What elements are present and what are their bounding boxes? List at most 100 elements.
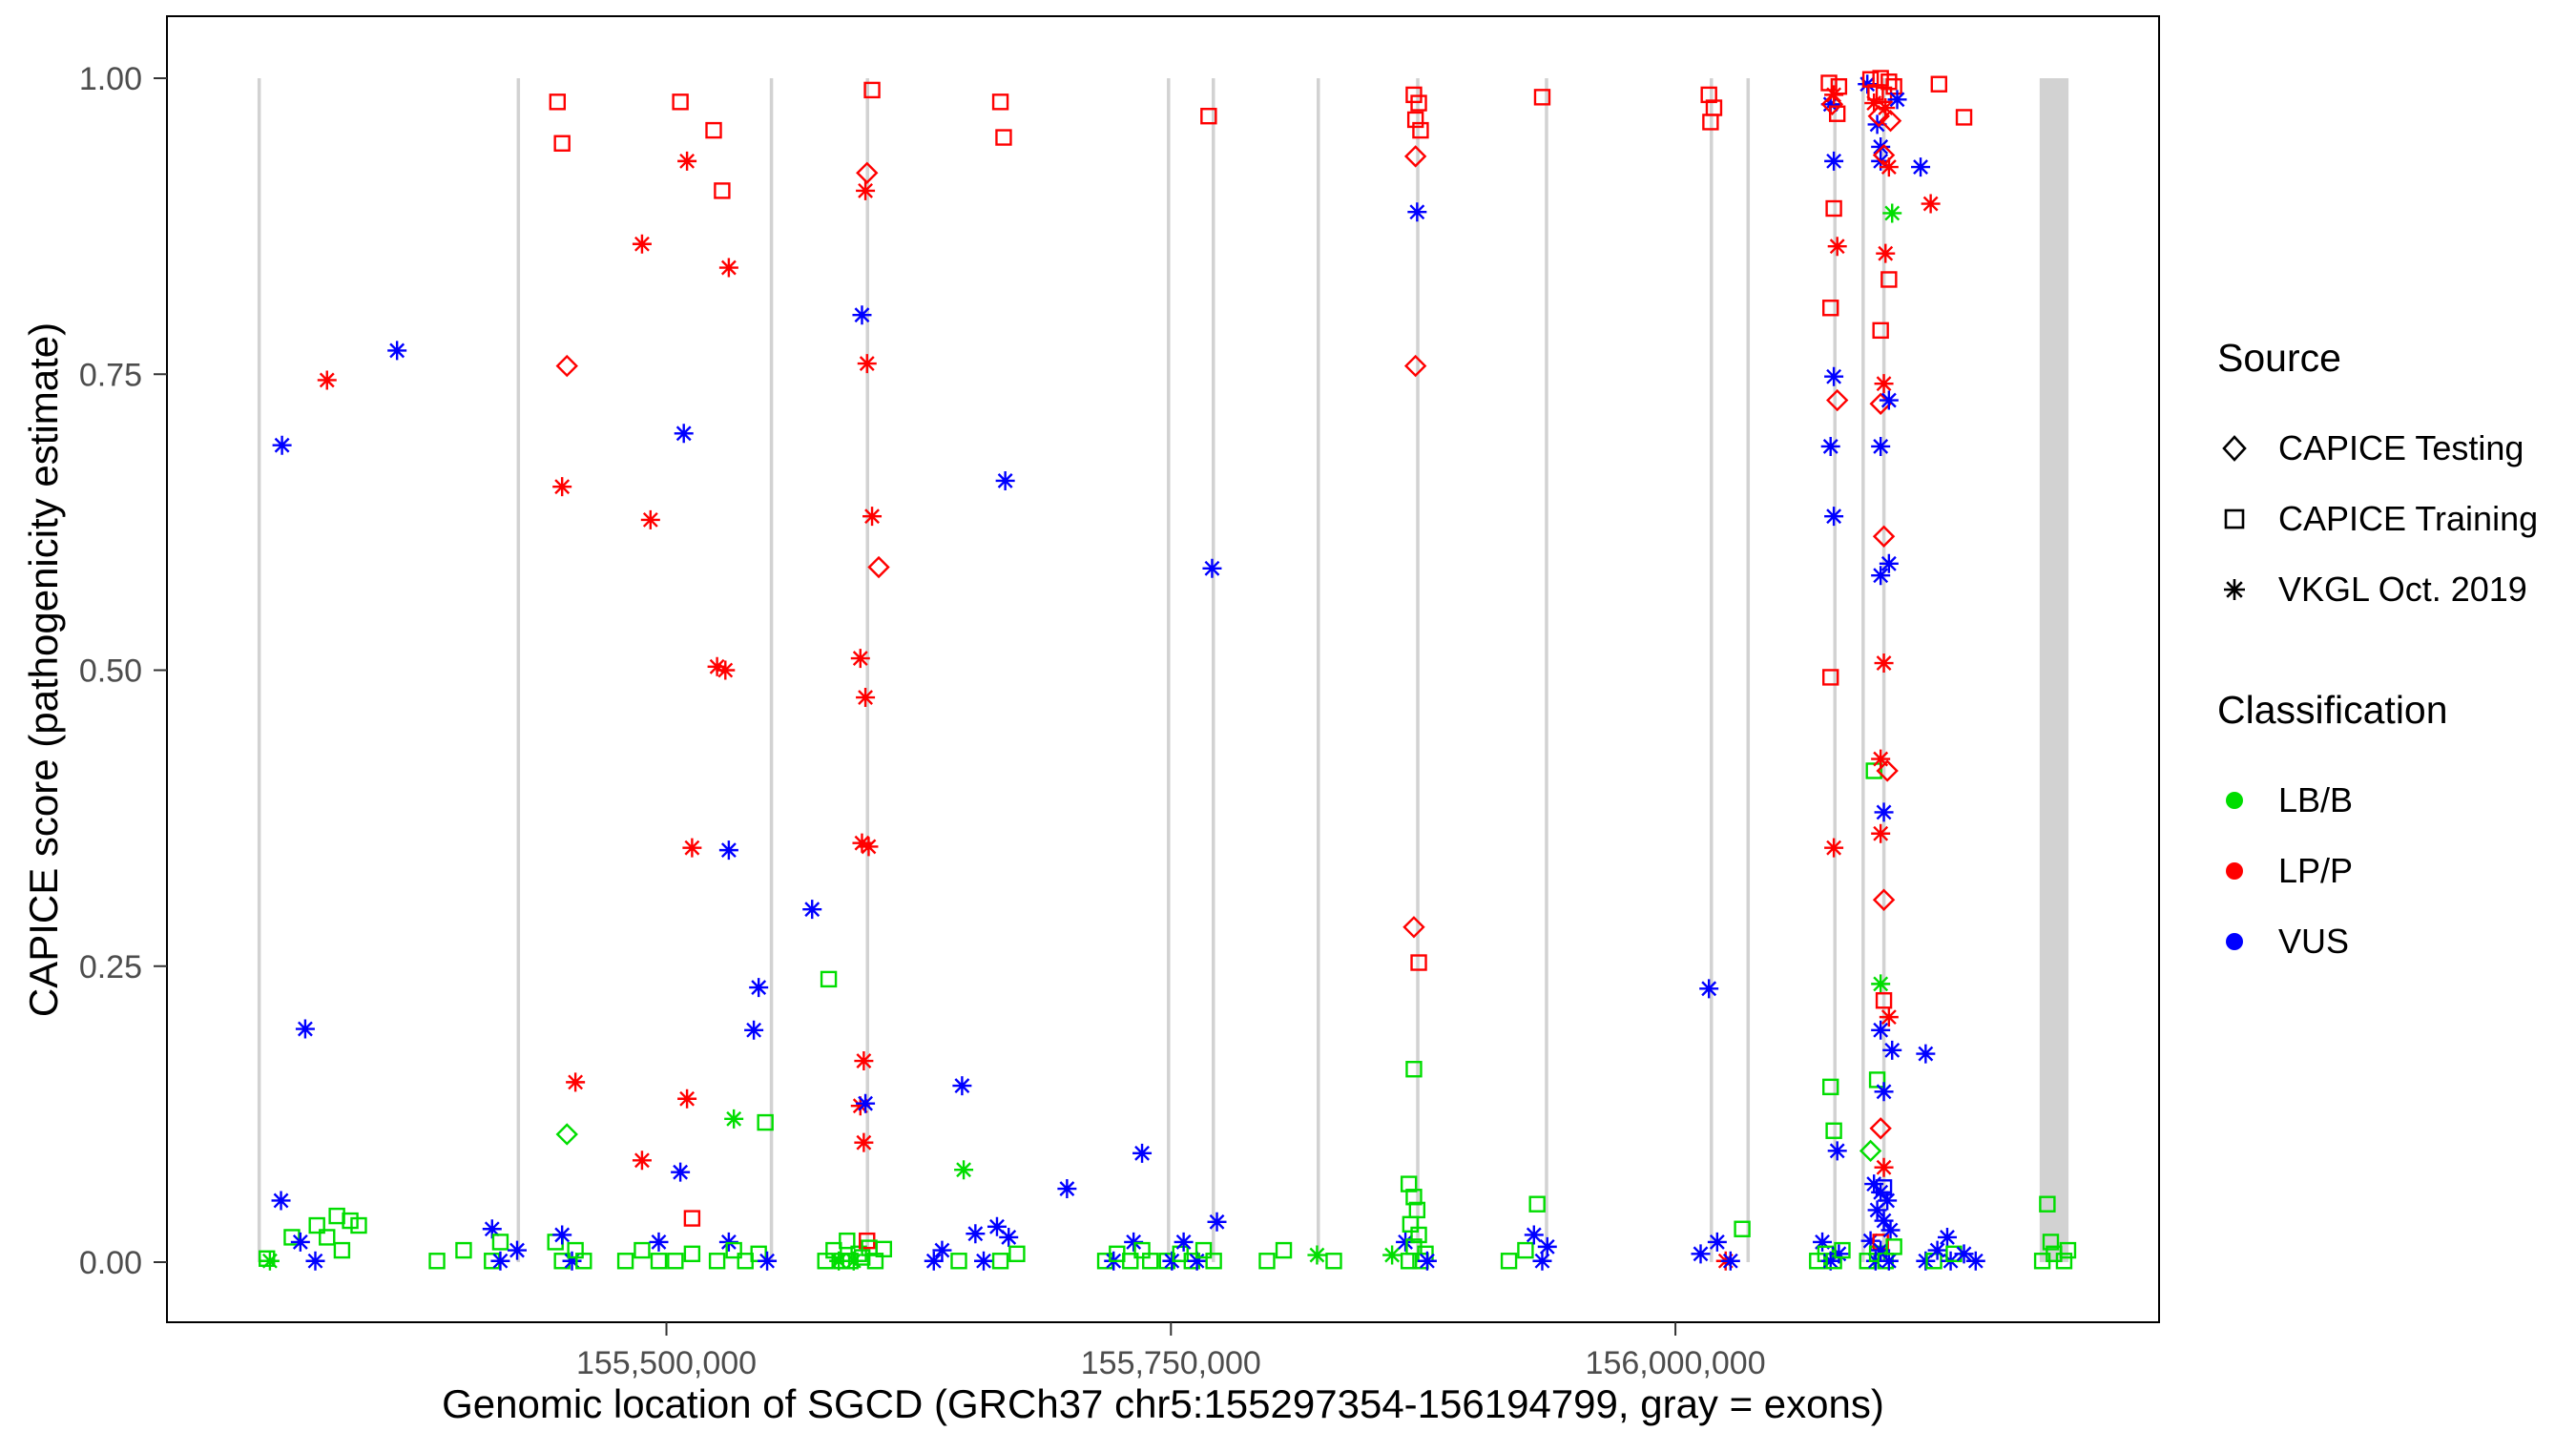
exon-band [2039,78,2069,1262]
scatter-point-asterisk [1876,98,1896,118]
lbb-dot-icon [2226,792,2243,809]
scatter-point-asterisk [290,1232,310,1252]
scatter-point-square [1195,1241,1213,1259]
legend-item-capice-testing: CAPICE Testing [2213,413,2576,484]
scatter-point-asterisk [1879,553,1899,573]
exon-band [1861,78,1865,1262]
scatter-point-asterisk [974,1251,994,1271]
scatter-point-square [1517,1241,1534,1259]
scatter-point-asterisk [1879,1251,1899,1271]
scatter-point-asterisk [859,837,879,857]
scatter-point-square [839,1232,856,1250]
scatter-point-diamond [1872,888,1896,911]
scatter-point-asterisk [1871,566,1891,586]
scatter-point-asterisk [1207,1212,1227,1232]
scatter-point-square [866,1253,884,1270]
scatter-point-asterisk [850,649,870,669]
scatter-point-square [1205,1253,1222,1270]
scatter-point-asterisk [857,354,877,374]
scatter-point-asterisk [1882,203,1902,223]
legend-spacer [2213,625,2576,688]
scatter-point-asterisk [1720,1251,1740,1271]
scatter-point-asterisk [1827,1141,1847,1161]
exon-band [516,78,521,1262]
scatter-point-square [634,1241,651,1259]
legend-item-label: VKGL Oct. 2019 [2278,570,2527,609]
scatter-point-asterisk [649,1232,669,1252]
scatter-point-square [1400,1175,1418,1192]
scatter-point-square [1825,1122,1842,1139]
scatter-point-asterisk [482,1219,502,1239]
scatter-point-asterisk [1871,749,1891,769]
scatter-point-asterisk [1820,1251,1840,1271]
y-axis-title: CAPICE score (pathogenicity estimate) [21,321,66,1018]
scatter-point-square [1325,1253,1342,1270]
legend-classification-title: Classification [2217,688,2448,732]
scatter-point-square [1406,111,1424,129]
scatter-point-square [683,1245,701,1263]
scatter-point-asterisk [566,1072,586,1092]
scatter-point-asterisk [1417,1251,1437,1271]
scatter-point-asterisk [744,1020,764,1040]
scatter-point-asterisk [924,1251,944,1271]
scatter-point-square [1275,1241,1293,1259]
scatter-point-asterisk [1874,653,1894,674]
scatter-point-square [333,1241,351,1259]
scatter-point-asterisk [1874,1211,1894,1231]
scatter-point-diamond [1859,1139,1882,1163]
scatter-point-asterisk [1871,974,1891,994]
scatter-point-diamond [867,555,890,579]
scatter-point-square [1880,271,1898,288]
scatter-point-square [1865,762,1882,779]
y-tick-label: 0.00 [79,1245,142,1281]
scatter-point-asterisk [1867,1200,1887,1220]
legend-item-lbb: LB/B [2213,765,2576,836]
scatter-point-asterisk [1532,1251,1552,1271]
scatter-point-square [2059,1241,2077,1259]
scatter-point-asterisk [1937,1227,1957,1247]
scatter-point-square [1868,1071,1886,1089]
scatter-point-diamond [1876,759,1899,782]
scatter-point-square [1405,1061,1423,1078]
scatter-point-asterisk [490,1251,510,1271]
scatter-point-square [549,93,567,111]
scatter-point-square [672,93,689,111]
scatter-point-square [1258,1253,1276,1270]
scatter-point-square [650,1253,668,1270]
scatter-point-asterisk [295,1019,315,1039]
scatter-point-square [553,135,571,152]
scatter-point-asterisk [1921,194,1941,214]
legend-panel: Source CAPICE Testing CAPICE Training VK… [2213,336,2576,977]
scatter-point-asterisk [1876,243,1896,263]
scatter-point-asterisk [758,1251,778,1271]
exon-band [1212,78,1215,1262]
scatter-point-asterisk [674,424,694,444]
scatter-point-asterisk [682,838,702,858]
scatter-point-asterisk [1860,1231,1880,1251]
scatter-point-asterisk [1871,436,1891,456]
scatter-point-diamond [1869,1117,1892,1140]
scatter-point-asterisk [999,1227,1019,1247]
scatter-point-square [667,1253,684,1270]
scatter-point-square [714,182,731,199]
exon-band [1167,78,1171,1262]
scatter-point-square [319,1229,336,1246]
scatter-point-asterisk [954,1160,974,1180]
scatter-point-square [1533,89,1551,106]
legend-item-vus: VUS [2213,906,2576,977]
scatter-point-asterisk [1878,1191,1898,1211]
scatter-point-asterisk [1396,1232,1416,1252]
scatter-point-square [705,121,722,139]
scatter-point-square [1142,1253,1159,1270]
x-tick-label: 155,500,000 [576,1345,757,1381]
scatter-point-square [1410,94,1427,112]
scatter-point-asterisk [1871,1240,1891,1260]
scatter-point-asterisk [829,1251,849,1271]
scatter-point-square [575,1253,592,1270]
scatter-point-asterisk [856,180,876,200]
scatter-point-square [1875,992,1893,1009]
scatter-point-asterisk [632,234,652,254]
scatter-point-square [428,1253,446,1270]
scatter-point-asterisk [1537,1236,1557,1256]
